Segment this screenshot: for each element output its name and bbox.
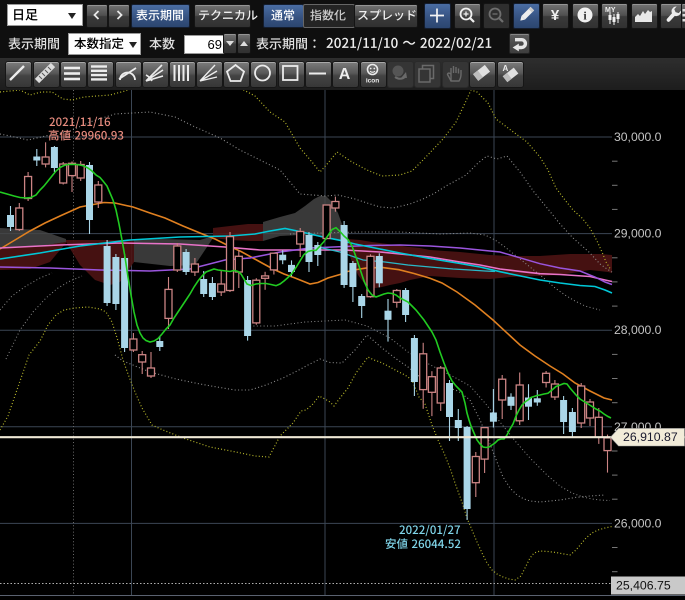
svg-text:A: A — [339, 66, 351, 83]
svg-text:30,000.0: 30,000.0 — [614, 130, 662, 144]
svg-text:A: A — [502, 64, 508, 73]
svg-text:i: i — [583, 9, 587, 23]
svg-text:MY: MY — [605, 7, 616, 14]
svg-text:¥: ¥ — [551, 7, 560, 24]
svg-text:26,910.87: 26,910.87 — [623, 430, 678, 444]
svg-text:28,000.0: 28,000.0 — [614, 323, 662, 337]
svg-text:icon: icon — [365, 78, 378, 85]
svg-text:26,000.0: 26,000.0 — [614, 516, 662, 530]
svg-text:25,406.75: 25,406.75 — [616, 579, 671, 593]
svg-text:29,000.0: 29,000.0 — [614, 227, 662, 241]
